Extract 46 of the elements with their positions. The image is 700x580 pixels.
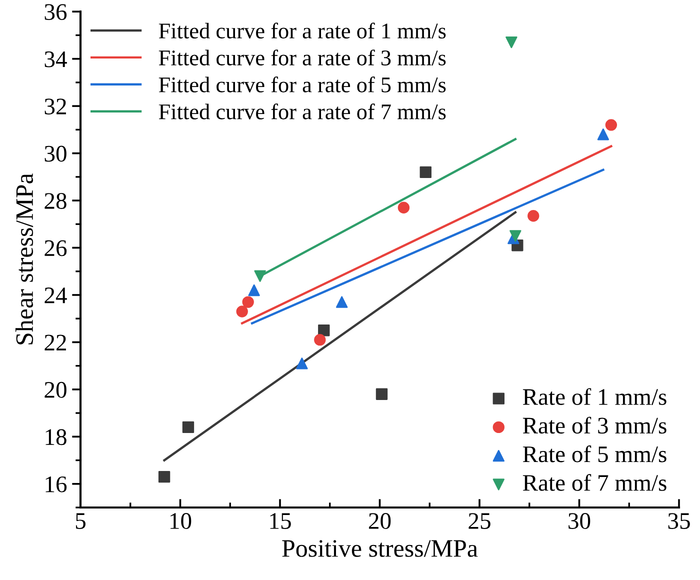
legend-label: Rate of 7 mm/s (522, 474, 666, 491)
point (242, 296, 254, 308)
y-tick-label: 16 (46, 476, 67, 492)
point (182, 421, 194, 434)
x-tick-label: 30 (568, 513, 590, 529)
y-tick-label: 22 (44, 334, 66, 350)
x-tick-label: 5 (76, 513, 86, 529)
y-tick-label: 34 (44, 51, 67, 68)
x-axis-title: Positive stress/MPa (282, 540, 478, 557)
point (597, 128, 610, 140)
legend-label: Fitted curve for a rate of 7 mm/s (158, 103, 446, 120)
point (336, 296, 348, 308)
y-tick-label: 18 (46, 429, 66, 446)
y-tick-label: 36 (44, 4, 67, 20)
point (254, 270, 266, 282)
point (236, 306, 248, 318)
x-tick-label: 15 (270, 513, 291, 529)
point (506, 36, 518, 48)
point (158, 470, 170, 483)
legend-label: Fitted curve for a rate of 5 mm/s (158, 76, 446, 92)
legend-label: Fitted curve for a rate of 3 mm/s (158, 50, 446, 66)
legend-label: Fitted curve for a rate of 1 mm/s (158, 22, 446, 38)
y-axis-title: Shear stress/MPa (15, 173, 34, 344)
point (398, 202, 410, 214)
point (510, 230, 522, 242)
point (605, 119, 618, 131)
y-tick-label: 30 (44, 146, 66, 162)
point (248, 284, 260, 296)
y-tick-label: 28 (44, 193, 66, 209)
legend-label: Rate of 1 mm/s (522, 388, 666, 405)
point (296, 358, 308, 370)
x-tick-label: 35 (668, 513, 690, 529)
x-tick-label: 10 (170, 513, 192, 529)
legend-label: Rate of 5 mm/s (522, 445, 666, 462)
x-tick-label: 20 (368, 513, 391, 529)
legend-label: Rate of 3 mm/s (522, 416, 666, 434)
point (376, 388, 388, 400)
x-tick-label: 25 (468, 513, 490, 529)
y-tick-label: 32 (44, 98, 66, 114)
point (318, 324, 330, 336)
point (420, 166, 432, 178)
point (528, 210, 540, 222)
point (314, 334, 326, 346)
y-tick-label: 24 (44, 288, 67, 304)
y-tick-label: 26 (44, 240, 67, 256)
y-tick-label: 20 (44, 382, 66, 398)
